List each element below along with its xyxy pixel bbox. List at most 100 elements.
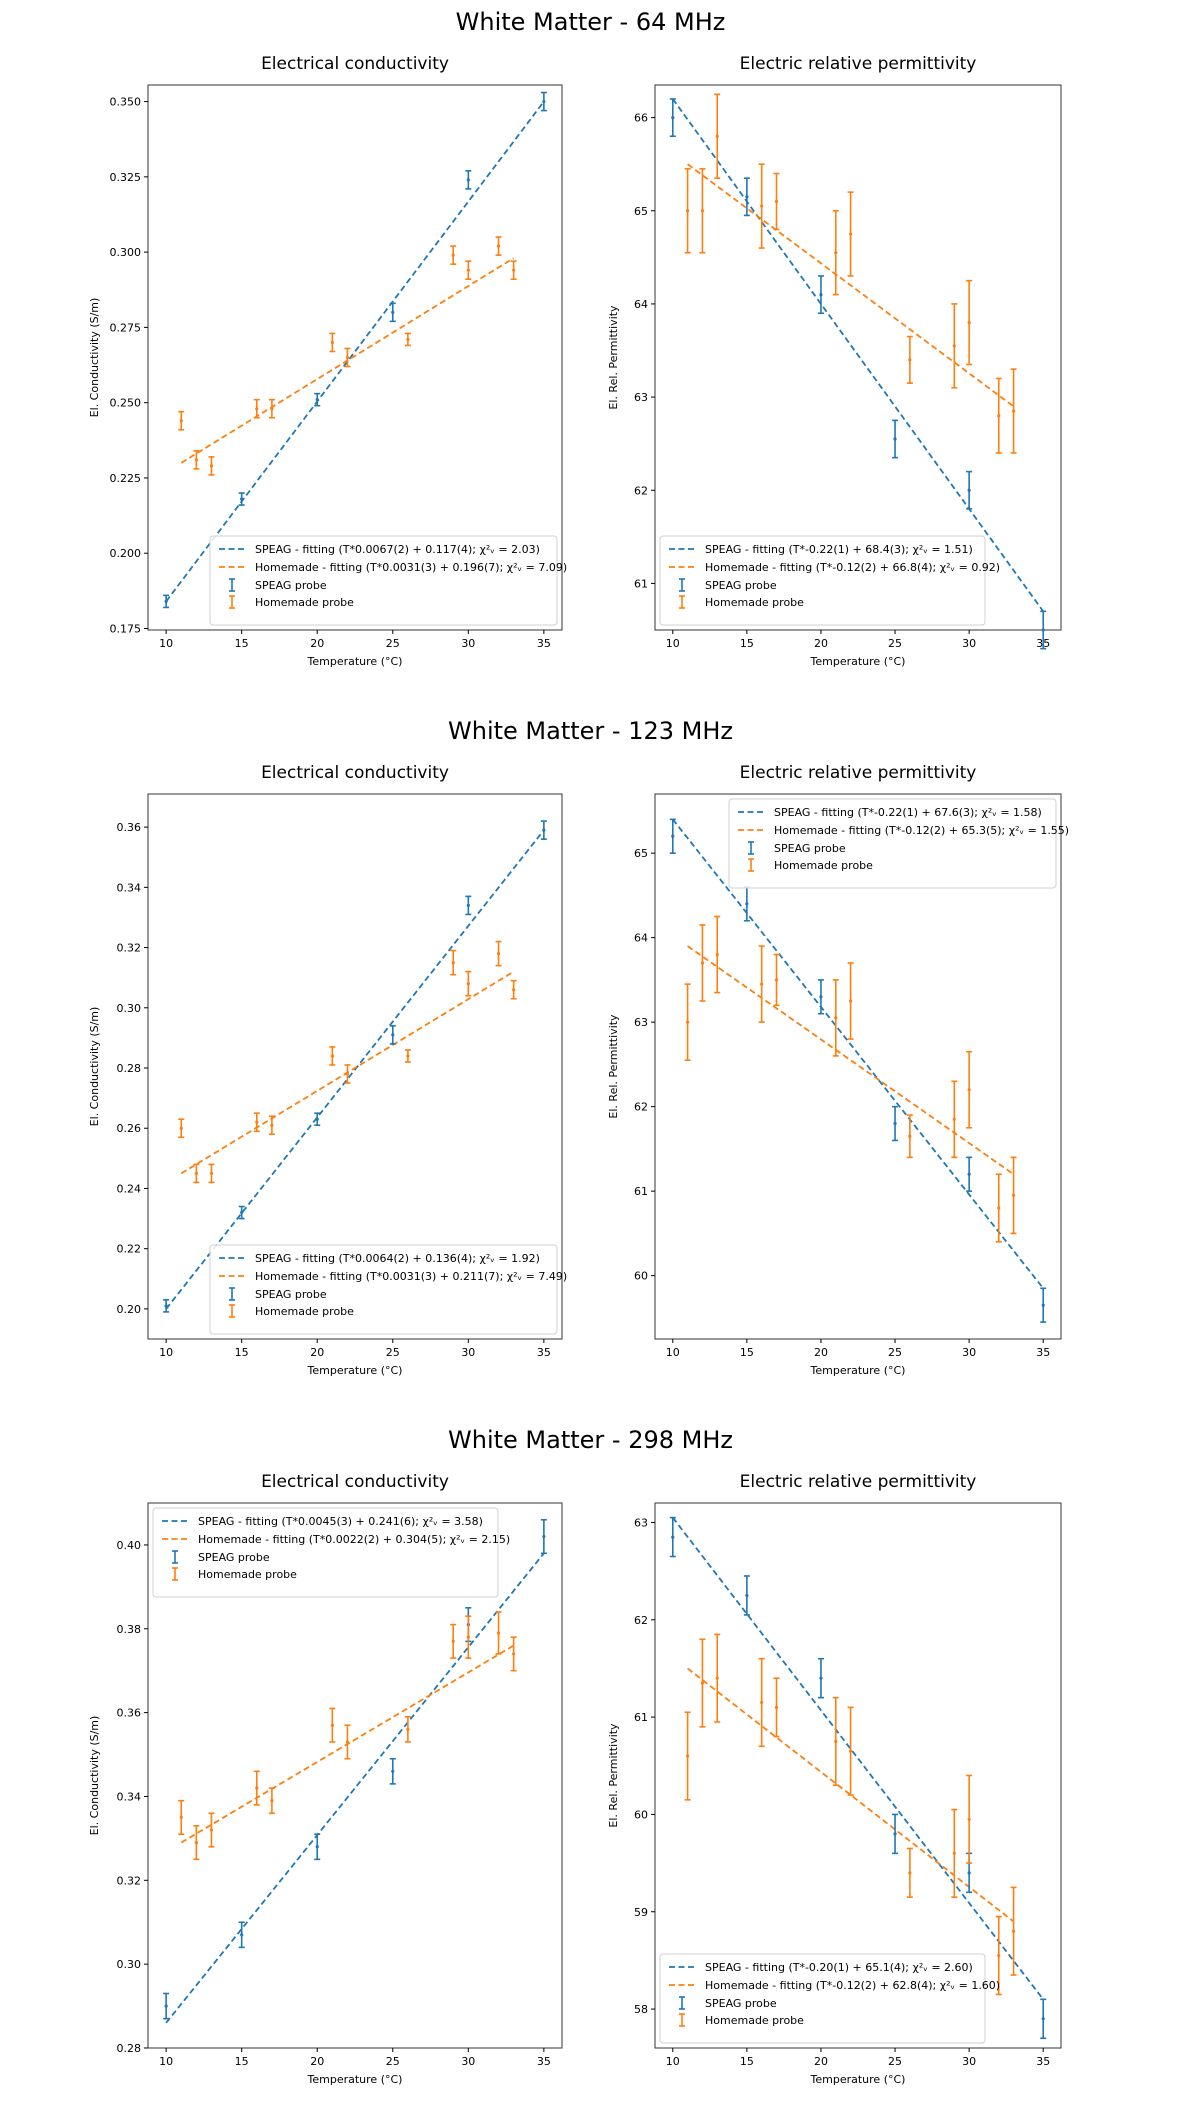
data-marker bbox=[671, 1535, 675, 1539]
data-marker bbox=[406, 1727, 410, 1731]
homemade-point bbox=[714, 1633, 721, 1723]
data-marker bbox=[700, 209, 705, 213]
data-marker bbox=[700, 961, 705, 965]
homemade-point bbox=[684, 1711, 691, 1801]
data-marker bbox=[391, 1033, 395, 1037]
data-marker bbox=[466, 903, 470, 908]
homemade-point bbox=[758, 945, 765, 1023]
homemade-point bbox=[758, 1657, 765, 1748]
speag-fit-line bbox=[165, 829, 545, 1310]
speag-point bbox=[540, 1518, 547, 1555]
speag-point bbox=[892, 419, 899, 459]
data-marker bbox=[466, 268, 470, 272]
x-tick-label: 25 bbox=[386, 2055, 400, 2068]
y-tick-label: 0.26 bbox=[117, 1122, 142, 1135]
legend-box bbox=[659, 535, 986, 626]
data-marker bbox=[1041, 628, 1045, 632]
data-marker bbox=[406, 337, 410, 342]
homemade-point bbox=[404, 332, 411, 347]
x-tick-label: 15 bbox=[740, 1346, 754, 1359]
data-marker bbox=[1041, 1303, 1045, 1307]
legend-series-label: Homemade probe bbox=[705, 596, 804, 609]
x-tick-label: 10 bbox=[159, 1346, 173, 1359]
data-marker bbox=[345, 355, 350, 360]
data-marker bbox=[715, 952, 719, 957]
y-tick-label: 62 bbox=[634, 1614, 648, 1627]
homemade-point bbox=[465, 970, 472, 997]
homemade-point bbox=[906, 1847, 913, 1898]
homemade-point bbox=[847, 191, 854, 277]
speag-point bbox=[817, 1657, 824, 1699]
y-tick-label: 0.36 bbox=[117, 1707, 142, 1720]
data-marker bbox=[542, 99, 546, 104]
chart-title: Electrical conductivity bbox=[261, 1472, 449, 1492]
data-marker bbox=[774, 978, 779, 982]
legend-fit-label: SPEAG - fitting (T*-0.22(1) + 68.4(3); χ… bbox=[705, 543, 973, 556]
x-tick-label: 35 bbox=[537, 637, 551, 650]
homemade-point bbox=[193, 1825, 200, 1861]
data-marker bbox=[834, 251, 838, 255]
data-marker bbox=[952, 1117, 956, 1121]
data-marker bbox=[315, 1845, 319, 1849]
data-marker bbox=[194, 1840, 198, 1845]
homemade-point bbox=[995, 377, 1002, 454]
data-marker bbox=[164, 1304, 168, 1308]
legend-series-label: SPEAG probe bbox=[705, 1997, 777, 2010]
homemade-point bbox=[253, 1770, 260, 1806]
homemade-point bbox=[193, 1163, 200, 1184]
speag-point bbox=[743, 177, 750, 217]
speag-point bbox=[1040, 1287, 1047, 1323]
data-marker bbox=[330, 1054, 334, 1058]
homemade-point bbox=[178, 410, 185, 431]
y-tick-label: 61 bbox=[634, 1711, 648, 1724]
y-tick-label: 0.325 bbox=[110, 171, 142, 184]
legend-series-label: SPEAG probe bbox=[255, 579, 327, 592]
speag-point bbox=[163, 1299, 170, 1313]
speag-point bbox=[163, 594, 170, 609]
y-tick-label: 63 bbox=[634, 1016, 648, 1029]
data-marker bbox=[760, 1700, 764, 1705]
data-marker bbox=[270, 1123, 274, 1127]
speag-point bbox=[817, 979, 824, 1015]
x-tick-label: 10 bbox=[159, 2055, 173, 2068]
x-axis-label: Temperature (°C) bbox=[810, 655, 906, 668]
data-marker bbox=[774, 199, 779, 204]
speag-point bbox=[314, 1833, 321, 1861]
x-tick-label: 10 bbox=[666, 1346, 680, 1359]
data-marker bbox=[908, 1134, 912, 1138]
legend-fit-label: SPEAG - fitting (T*-0.22(1) + 67.6(3); χ… bbox=[774, 806, 1042, 819]
y-tick-label: 61 bbox=[634, 1185, 648, 1198]
y-axis-label: El. Rel. Permittivity bbox=[607, 1014, 620, 1119]
homemade-point bbox=[832, 979, 839, 1057]
speag-point bbox=[1040, 610, 1047, 650]
y-tick-label: 64 bbox=[634, 298, 648, 311]
x-tick-label: 35 bbox=[537, 1346, 551, 1359]
x-tick-label: 15 bbox=[235, 1346, 249, 1359]
x-tick-label: 20 bbox=[814, 1346, 828, 1359]
y-tick-label: 0.32 bbox=[117, 942, 142, 955]
data-marker bbox=[345, 1072, 350, 1076]
homemade-point bbox=[684, 983, 691, 1061]
homemade-point bbox=[268, 1115, 275, 1136]
speag-point bbox=[1040, 1998, 1047, 2040]
legend-box bbox=[659, 1953, 986, 2044]
legend-fit-label: SPEAG - fitting (T*0.0067(2) + 0.117(4);… bbox=[255, 543, 540, 556]
data-marker bbox=[255, 1120, 259, 1124]
homemade-point bbox=[344, 1724, 351, 1760]
y-tick-label: 0.24 bbox=[117, 1182, 142, 1195]
x-axis-label: Temperature (°C) bbox=[810, 1364, 906, 1377]
data-marker bbox=[512, 988, 516, 992]
data-marker bbox=[240, 1210, 244, 1215]
x-tick-label: 35 bbox=[1036, 1346, 1050, 1359]
data-marker bbox=[391, 1769, 395, 1773]
x-tick-label: 30 bbox=[962, 637, 976, 650]
legend-box bbox=[152, 1507, 499, 1598]
x-tick-label: 25 bbox=[386, 637, 400, 650]
y-tick-label: 0.225 bbox=[110, 472, 142, 485]
data-marker bbox=[1011, 1929, 1016, 1933]
y-tick-label: 0.36 bbox=[117, 821, 142, 834]
homemade-point bbox=[684, 168, 691, 254]
legend: SPEAG - fitting (T*-0.22(1) + 67.6(3); χ… bbox=[728, 798, 1069, 889]
axes-frame bbox=[654, 793, 1062, 1340]
